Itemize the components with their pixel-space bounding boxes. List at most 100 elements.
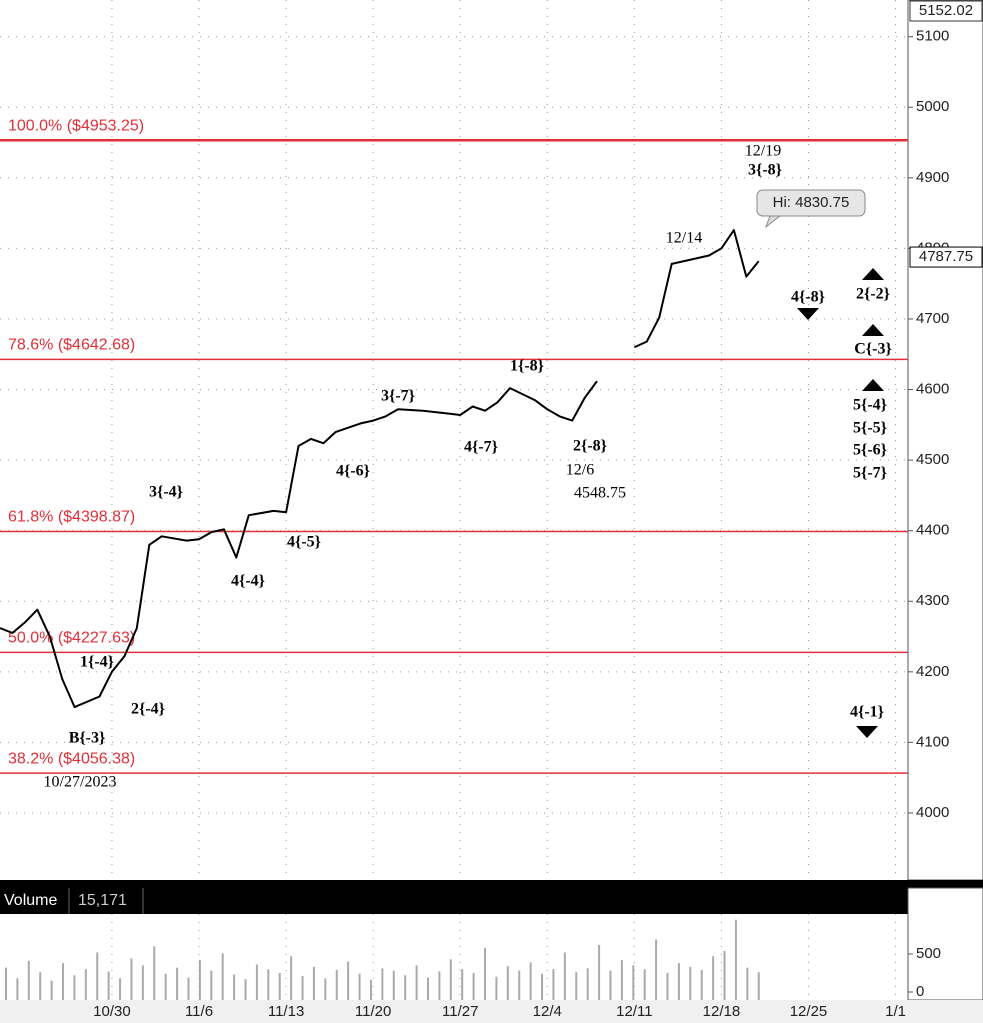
volume-bar (712, 956, 715, 1000)
volume-last: 15,171 (78, 892, 127, 909)
volume-bar (301, 976, 304, 1000)
volume-bar (335, 969, 338, 1000)
wave-label: 1{-8} (510, 358, 544, 375)
volume-bar (643, 969, 646, 1000)
y-tick-label: 4900 (916, 169, 949, 186)
volume-bar (153, 946, 156, 1000)
volume-bar (73, 975, 76, 1000)
volume-bar (62, 963, 65, 1000)
fib-label: 61.8% ($4398.87) (8, 509, 135, 526)
wave-label: 2{-8} (573, 438, 607, 455)
y-tick-label: 5100 (916, 28, 949, 45)
arrow-triangle (797, 308, 819, 320)
volume-bar (244, 979, 247, 1000)
volume-bar (404, 975, 407, 1000)
wave-label: 12/6 (566, 462, 594, 479)
wave-label: 3{-4} (149, 484, 183, 501)
volume-bar (39, 972, 42, 1000)
volume-bar (130, 958, 133, 1000)
volume-bar (50, 980, 53, 1000)
volume-bar (609, 970, 612, 1000)
volume-bar (575, 972, 578, 1000)
volume-bar (27, 960, 30, 1000)
volume-bar (198, 960, 201, 1000)
high-label: Hi: 4830.75 (773, 194, 850, 211)
volume-bar (438, 971, 441, 1000)
volume-bar (84, 969, 87, 1000)
volume-bar (484, 947, 487, 1000)
wave-label: 12/19 (745, 143, 781, 160)
volume-bar (312, 966, 315, 1000)
volume-bar (552, 969, 555, 1000)
y-tick-label: 4400 (916, 522, 949, 539)
volume-bar (734, 919, 737, 1000)
volume-bar (700, 969, 703, 1000)
volume-bar (461, 969, 464, 1000)
wave-label: 12/14 (666, 230, 702, 247)
volume-bar (415, 965, 418, 1000)
last-price-box (909, 246, 983, 268)
volume-bar (141, 965, 144, 1000)
volume-bar (369, 979, 372, 1000)
wave-label: 1{-4} (80, 654, 114, 671)
volume-bar (187, 977, 190, 1000)
y-tick-label: 4100 (916, 733, 949, 750)
fib-label: 50.0% ($4227.63) (8, 630, 135, 647)
y-tick-label: 4600 (916, 381, 949, 398)
volume-bar (541, 973, 544, 1000)
wave-label: 4548.75 (574, 485, 626, 502)
y-tick-label: 4000 (916, 804, 949, 821)
volume-bar (495, 976, 498, 1000)
wave-label: 2{-2} (856, 286, 890, 303)
y-tick-label: 5000 (916, 98, 949, 115)
arrow-triangle (862, 379, 884, 391)
wave-label: 5{-6} (853, 442, 887, 459)
x-tick-label: 10/30 (93, 1003, 131, 1020)
wave-label: B{-3} (69, 730, 106, 747)
x-tick-label: 11/6 (185, 1003, 213, 1020)
price-axis-panel (907, 0, 983, 881)
volume-bar (176, 967, 179, 1000)
volume-bar (221, 953, 224, 1000)
volume-bar (290, 956, 293, 1000)
volume-bar (632, 965, 635, 1000)
arrow-triangle (862, 268, 884, 280)
volume-bar (5, 967, 7, 1000)
wave-label: 5{-4} (853, 397, 887, 414)
volume-bar (119, 978, 122, 1000)
volume-bar (392, 970, 395, 1000)
arrow-triangle (862, 324, 884, 336)
x-tick-label: 11/20 (355, 1003, 391, 1020)
volume-bar (620, 960, 623, 1000)
volume-bar (449, 959, 452, 1000)
x-tick-label: 1/1 (885, 1003, 906, 1020)
volume-bar (267, 969, 270, 1000)
volume-bar (210, 970, 213, 1000)
volume-bar (358, 973, 361, 1000)
volume-bar (746, 967, 749, 1000)
pane-divider (0, 880, 983, 888)
volume-bar (723, 950, 726, 1000)
axis-max-box (909, 0, 983, 22)
wave-label: 3{-8} (748, 162, 782, 179)
price-line (0, 229, 760, 709)
high-box (756, 189, 866, 217)
wave-label: 4{-6} (336, 463, 370, 480)
arrow-triangle (856, 726, 878, 738)
volume-bar (472, 972, 475, 1000)
x-tick-label: 11/13 (268, 1003, 304, 1020)
x-tick-label: 11/27 (442, 1003, 478, 1020)
x-tick-label: 12/25 (790, 1003, 828, 1020)
volume-header (0, 888, 908, 914)
volume-bar (598, 944, 601, 1000)
volume-bar (529, 962, 532, 1000)
volume-axis-panel (907, 887, 983, 1001)
volume-bar (107, 971, 110, 1000)
volume-tick-label: 500 (916, 945, 941, 962)
wave-label: 10/27/2023 (44, 774, 117, 791)
volume-bar (757, 972, 760, 1000)
volume-bar (381, 968, 384, 1000)
x-tick-label: 12/11 (616, 1003, 652, 1020)
